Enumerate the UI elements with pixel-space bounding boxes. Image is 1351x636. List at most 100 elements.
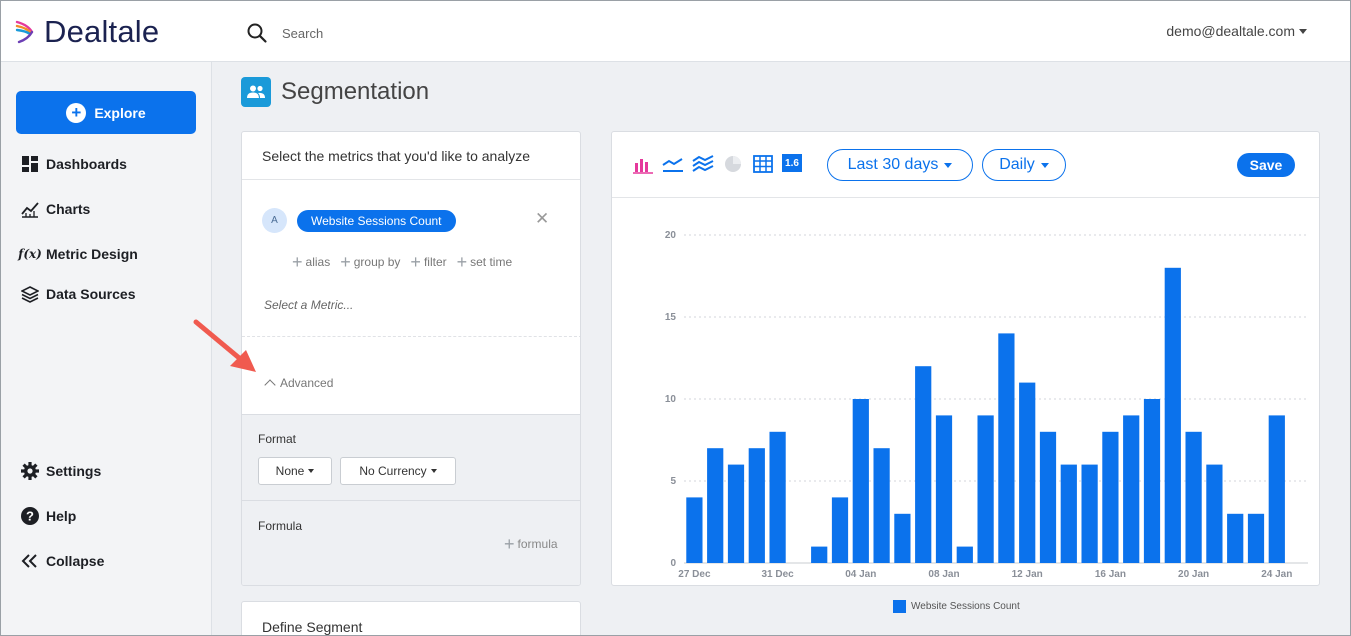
legend-label: Website Sessions Count bbox=[911, 601, 1020, 612]
chart-legend[interactable]: Website Sessions Count bbox=[893, 600, 1020, 613]
currency-value: No Currency bbox=[359, 464, 427, 478]
chart-bar[interactable] bbox=[1185, 431, 1202, 563]
sidebar-item-charts[interactable]: Charts bbox=[20, 199, 90, 219]
area-chart-icon[interactable] bbox=[692, 153, 714, 175]
bar-chart-icon[interactable] bbox=[632, 153, 654, 175]
date-range-dropdown[interactable]: Last 30 days bbox=[827, 149, 973, 181]
format-value: None bbox=[275, 464, 305, 478]
chart-bar[interactable] bbox=[1227, 513, 1244, 563]
format-label: Format bbox=[258, 432, 297, 446]
sidebar-item-label: Settings bbox=[46, 463, 102, 479]
user-email: demo@dealtale.com bbox=[1166, 23, 1295, 39]
chart-bar[interactable] bbox=[1039, 431, 1057, 563]
sidebar-item-label: Data Sources bbox=[46, 286, 136, 302]
chart-bar[interactable] bbox=[977, 415, 994, 563]
sidebar-item-label: Charts bbox=[46, 201, 91, 217]
segment-panel: Define Segment bbox=[241, 601, 581, 636]
table-icon[interactable] bbox=[752, 153, 774, 175]
svg-text:?: ? bbox=[26, 509, 34, 524]
chart-bar[interactable] bbox=[748, 448, 765, 563]
add-filter-button[interactable]: + filter bbox=[410, 252, 447, 272]
chart-bar[interactable] bbox=[1268, 415, 1285, 563]
chart-bar[interactable] bbox=[1143, 399, 1161, 563]
x-tick-label: 08 Jan bbox=[928, 569, 959, 580]
user-menu[interactable]: demo@dealtale.com bbox=[1166, 23, 1307, 39]
chart-bar[interactable] bbox=[727, 464, 745, 563]
chart-bar[interactable] bbox=[894, 513, 911, 563]
option-label: set time bbox=[470, 255, 513, 269]
chart-bar[interactable] bbox=[873, 448, 890, 563]
add-group-by-button[interactable]: + group by bbox=[340, 252, 401, 272]
chevron-down-icon bbox=[1299, 28, 1307, 34]
sidebar-item-metric-design[interactable]: f(x) Metric Design bbox=[18, 244, 138, 264]
chart-bar[interactable] bbox=[686, 497, 703, 563]
chart-bar[interactable] bbox=[935, 415, 953, 563]
search-input[interactable] bbox=[282, 22, 582, 44]
sidebar-item-data-sources[interactable]: Data Sources bbox=[20, 284, 135, 304]
metric-letter-badge: A bbox=[262, 208, 287, 233]
chart-bar[interactable] bbox=[1247, 513, 1265, 563]
explore-button[interactable]: + Explore bbox=[16, 91, 196, 134]
page-title: Segmentation bbox=[281, 78, 430, 105]
help-icon: ? bbox=[20, 506, 40, 526]
format-dropdown[interactable]: None bbox=[258, 457, 332, 485]
chart-bar[interactable] bbox=[1081, 464, 1098, 563]
option-label: filter bbox=[423, 255, 447, 269]
x-tick-label: 27 Dec bbox=[678, 569, 711, 580]
sidebar-item-help[interactable]: ? Help bbox=[20, 506, 76, 526]
chart-bar[interactable] bbox=[1060, 464, 1077, 563]
metrics-panel-header: Select the metrics that you'd like to an… bbox=[242, 132, 580, 180]
pie-chart-icon[interactable] bbox=[722, 153, 744, 175]
segment-title: Define Segment bbox=[262, 619, 363, 635]
chart-bar[interactable] bbox=[915, 366, 932, 563]
date-range-label: Last 30 days bbox=[847, 156, 939, 173]
brand-logo[interactable]: Dealtale bbox=[14, 14, 159, 50]
dashboard-icon bbox=[20, 154, 40, 174]
interval-dropdown[interactable]: Daily bbox=[982, 149, 1066, 181]
line-chart-icon[interactable] bbox=[662, 153, 684, 175]
chart-bar[interactable] bbox=[1019, 382, 1036, 563]
chevron-down-icon bbox=[308, 469, 315, 473]
chevron-down-icon bbox=[430, 469, 437, 473]
advanced-toggle[interactable]: Advanced bbox=[264, 376, 334, 391]
set-time-button[interactable]: + set time bbox=[456, 252, 513, 272]
chart-bar[interactable] bbox=[998, 333, 1015, 563]
interval-label: Daily bbox=[999, 156, 1035, 173]
chart-bar[interactable] bbox=[852, 399, 869, 563]
sidebar-item-label: Collapse bbox=[46, 553, 105, 569]
page-header: Segmentation bbox=[241, 77, 429, 107]
number-icon[interactable]: 1.6 bbox=[782, 154, 802, 172]
add-formula-button[interactable]: + formula bbox=[504, 534, 558, 554]
annotation-arrow bbox=[193, 319, 256, 372]
chart-bar[interactable] bbox=[707, 448, 724, 563]
chart-bar[interactable] bbox=[1123, 415, 1140, 563]
chart-bar[interactable] bbox=[811, 546, 828, 563]
advanced-label: Advanced bbox=[280, 376, 334, 390]
x-tick-label: 24 Jan bbox=[1261, 569, 1292, 580]
metric-row: A Website Sessions Count bbox=[262, 208, 456, 233]
chart-bar[interactable] bbox=[831, 497, 849, 563]
sidebar-item-settings[interactable]: Settings bbox=[20, 461, 101, 481]
y-tick-label: 20 bbox=[665, 230, 677, 241]
close-icon[interactable]: ✕ bbox=[535, 209, 550, 228]
sidebar-item-dashboards[interactable]: Dashboards bbox=[20, 154, 127, 174]
chart-bar[interactable] bbox=[956, 546, 973, 563]
divider bbox=[242, 336, 580, 337]
save-button[interactable]: Save bbox=[1237, 153, 1295, 177]
metric-options: + alias + group by + filter + set time bbox=[292, 253, 512, 271]
sidebar-item-collapse[interactable]: Collapse bbox=[20, 551, 104, 571]
chart-bar[interactable] bbox=[1102, 431, 1119, 563]
chart-bar[interactable] bbox=[1164, 267, 1181, 563]
explore-label: Explore bbox=[94, 104, 146, 121]
chart-bar[interactable] bbox=[769, 431, 786, 563]
add-alias-button[interactable]: + alias bbox=[292, 252, 331, 272]
collapse-icon bbox=[20, 551, 40, 571]
currency-dropdown[interactable]: No Currency bbox=[340, 457, 456, 485]
option-label: alias bbox=[305, 255, 331, 269]
x-tick-label: 31 Dec bbox=[761, 569, 794, 580]
metric-pill[interactable]: Website Sessions Count bbox=[297, 209, 456, 232]
search-icon[interactable] bbox=[246, 22, 268, 44]
chart-bar[interactable] bbox=[1206, 464, 1223, 563]
plus-circle-icon: + bbox=[66, 102, 87, 123]
select-metric-input[interactable]: Select a Metric... bbox=[264, 298, 354, 312]
